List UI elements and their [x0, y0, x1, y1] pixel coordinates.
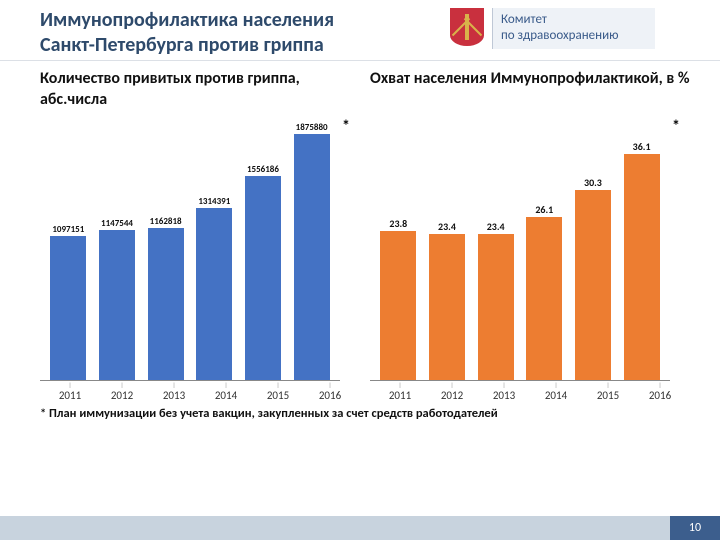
x-tick: 2012: [101, 389, 143, 402]
chart-left: Количество привитых против гриппа, абс.ч…: [40, 69, 360, 402]
page-number: 10: [670, 516, 720, 540]
footer-band: 10: [0, 516, 720, 540]
bar-col: 23.8: [377, 217, 419, 380]
bar-value-label: 23.8: [389, 217, 407, 231]
x-tick-mark: |: [205, 383, 247, 387]
x-tick: 2014: [535, 389, 577, 402]
header-divider: [0, 60, 720, 61]
bar-value-label: 1314391: [198, 196, 230, 208]
chart-left-bars: 1097151 1147544 1162818 1314391 1556186 18758…: [40, 121, 340, 380]
bar-col: 36.1: [621, 140, 663, 380]
bar-value-label: 26.1: [535, 203, 553, 217]
title-line-2: Санкт-Петербурга против гриппа: [40, 33, 324, 57]
charts-row: Количество привитых против гриппа, абс.ч…: [0, 61, 720, 402]
x-tick: 2011: [49, 389, 91, 402]
bar-value-label: 1097151: [52, 224, 84, 236]
bar-value-label: 36.1: [633, 140, 651, 154]
x-tick: 2016: [309, 389, 351, 402]
bar-col: 23.4: [426, 220, 468, 381]
x-tick-mark: |: [153, 383, 195, 387]
bar-col: 1097151: [47, 224, 89, 380]
bar-value-label: 1162818: [150, 216, 182, 228]
bar-col: 1147544: [96, 218, 138, 381]
spb-emblem-icon: [450, 8, 484, 46]
bar-col: 1875880: [291, 122, 333, 380]
footer-band-left: [0, 516, 670, 540]
page-title: Иммунопрофилактика населения Санкт-Петер…: [40, 8, 440, 58]
bar: [526, 217, 562, 380]
bar-value-label: 23.4: [438, 220, 456, 234]
bar-col: 23.4: [475, 220, 517, 381]
chart-left-xaxis: 2011 2012 2013 2014 2015 2016: [40, 387, 360, 402]
chart-right-xaxis: 2011 2012 2013 2014 2015 2016: [370, 387, 690, 402]
chart-right-bars: 23.8 23.4 23.4 26.1 30.3 36.1: [370, 121, 670, 380]
chart-right-title: Охват населения Иммунопрофилактикой, в %: [370, 69, 690, 115]
bar: [575, 190, 611, 380]
committee-line-2: по здравоохранению: [501, 28, 619, 43]
logo-block: Комитет по здравоохранению: [450, 8, 655, 58]
x-tick: 2015: [587, 389, 629, 402]
bar-col: 1314391: [193, 196, 235, 380]
bar-col: 1162818: [145, 216, 187, 381]
bar-col: 30.3: [572, 176, 614, 380]
x-tick: 2013: [153, 389, 195, 402]
x-tick: 2013: [483, 389, 525, 402]
bar: [380, 231, 416, 380]
footnote-text: * План иммунизации без учета вакцин, зак…: [0, 402, 580, 421]
bar: [99, 230, 135, 381]
x-tick: 2012: [431, 389, 473, 402]
chart-right-plot: * 23.823.423.426.130.336.1: [370, 121, 670, 381]
bar: [50, 236, 86, 380]
bar-value-label: 1875880: [296, 122, 328, 134]
x-tick-mark: |: [309, 383, 351, 387]
bar: [148, 228, 184, 381]
x-tick-mark: |: [101, 383, 143, 387]
x-tick-mark: |: [587, 383, 629, 387]
committee-line-1: Комитет: [501, 12, 547, 27]
x-tick-mark: |: [49, 383, 91, 387]
bar: [294, 134, 330, 380]
bar: [196, 208, 232, 380]
title-line-1: Иммунопрофилактика населения: [40, 8, 334, 32]
bar: [478, 234, 514, 381]
x-tick-mark: |: [483, 383, 525, 387]
chart-left-title: Количество привитых против гриппа, абс.ч…: [40, 69, 360, 115]
header-row: Иммунопрофилактика населения Санкт-Петер…: [0, 0, 720, 58]
x-tick-mark: |: [639, 383, 681, 387]
bar-value-label: 30.3: [584, 176, 602, 190]
footnote-star-left: *: [342, 117, 350, 136]
bar-col: 1556186: [242, 164, 284, 380]
chart-right: Охват населения Иммунопрофилактикой, в %…: [370, 69, 690, 402]
x-tick-mark: |: [535, 383, 577, 387]
bar: [624, 154, 660, 380]
bar: [245, 176, 281, 380]
x-tick: 2011: [379, 389, 421, 402]
chart-left-plot: * 10971511147544116281813143911556186187…: [40, 121, 340, 381]
bar-value-label: 1147544: [101, 218, 133, 230]
bar-value-label: 1556186: [247, 164, 279, 176]
x-tick: 2015: [257, 389, 299, 402]
x-tick-mark: |: [431, 383, 473, 387]
x-tick: 2016: [639, 389, 681, 402]
x-tick-mark: |: [379, 383, 421, 387]
bar: [429, 234, 465, 381]
x-tick: 2014: [205, 389, 247, 402]
footnote-star-right: *: [672, 117, 680, 136]
bar-value-label: 23.4: [487, 220, 505, 234]
committee-name: Комитет по здравоохранению: [492, 8, 655, 49]
bar-col: 26.1: [523, 203, 565, 380]
slide-root: Иммунопрофилактика населения Санкт-Петер…: [0, 0, 720, 540]
x-tick-mark: |: [257, 383, 299, 387]
